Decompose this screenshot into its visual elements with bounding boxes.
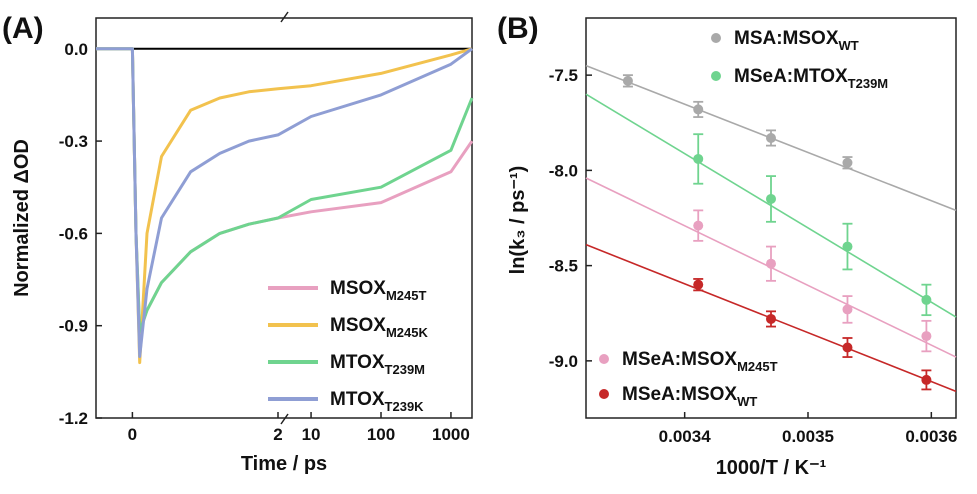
data-point-msea-mtox-t239m xyxy=(693,153,704,164)
y-tick-label: 0.0 xyxy=(64,40,88,59)
legend-marker xyxy=(599,354,609,364)
legend-item: MSOXM245K xyxy=(268,315,428,340)
legend-label: MSOXM245K xyxy=(330,315,428,340)
legend-subscript: M245K xyxy=(386,325,429,340)
series-line-mtox-t239k xyxy=(96,47,473,358)
data-point-msea-msox-m245t xyxy=(842,304,853,315)
panel-b: (B) -7.5 -8.0 -8.5 -9.0 0.0034 0.0035 0.0036 1… xyxy=(497,12,957,479)
legend-label: MSOXM245T xyxy=(330,278,426,303)
panel-a-ticks: 0.0 -0.3 -0.6 -0.9 -1.2 0 2 10 100 1000 xyxy=(59,40,470,444)
x-tick-label: 0 xyxy=(128,425,137,444)
axis-break xyxy=(280,11,289,425)
legend-item: MSOXM245T xyxy=(268,278,426,303)
y-tick-label: -8.0 xyxy=(549,161,578,180)
panel-a: (A) 0.0 -0.3 -0.6 -0.9 -1.2 0 2 10 100 1000 Time … xyxy=(2,11,474,475)
data-point-msea-msox-wt xyxy=(766,313,776,324)
legend-subscript: T239K xyxy=(385,399,425,414)
y-tick-label: -0.6 xyxy=(59,224,88,243)
legend-label: MSeA:MSOXM245T xyxy=(622,349,778,374)
legend-label: MSeA:MSOXWT xyxy=(622,384,757,409)
panel-a-x-title: Time / ps xyxy=(241,453,327,475)
data-point-msea-msox-m245t xyxy=(921,331,932,342)
x-tick-label: 0.0034 xyxy=(659,427,712,446)
legend-subscript: M245T xyxy=(737,359,778,374)
legend-item: MSeA:MTOXT239M xyxy=(711,66,888,91)
data-point-msea-msox-wt xyxy=(921,374,932,385)
x-tick-label: 2 xyxy=(273,425,282,444)
data-point-msea-msox-m245t xyxy=(693,220,704,231)
legend-item: MSA:MSOXWT xyxy=(711,28,859,53)
x-tick-label: 10 xyxy=(302,425,321,444)
legend-item: MTOXT239M xyxy=(268,352,425,377)
legend-subscript: T239M xyxy=(385,362,425,377)
panel-b-x-title: 1000/T / K⁻¹ xyxy=(716,457,827,479)
data-point-msa-msox-wt xyxy=(622,75,633,86)
panel-a-y-title: Normalized ΔOD xyxy=(11,139,33,297)
legend-marker xyxy=(711,33,721,43)
x-tick-label: 0.0035 xyxy=(782,427,834,446)
data-point-msa-msox-wt xyxy=(693,104,704,115)
x-tick-label: 1000 xyxy=(432,425,470,444)
panel-a-label: (A) xyxy=(2,12,44,45)
legend-subscript: T239M xyxy=(848,76,888,91)
break-mark-top xyxy=(280,11,289,23)
legend-subscript: M245T xyxy=(386,288,427,303)
panel-a-legend: MSOXM245T MSOXM245K MTOXT239M MTOXT239K xyxy=(268,278,428,414)
legend-marker xyxy=(711,71,721,81)
legend-subscript: WT xyxy=(839,38,859,53)
data-point-msea-msox-m245t xyxy=(766,258,776,269)
data-point-msa-msox-wt xyxy=(842,157,853,168)
data-point-msea-mtox-t239m xyxy=(842,241,853,252)
y-tick-label: -8.5 xyxy=(549,257,578,276)
y-tick-label: -0.3 xyxy=(59,132,88,151)
panel-b-series xyxy=(585,64,957,393)
y-tick-label: -9.0 xyxy=(549,352,578,371)
panel-b-frame xyxy=(585,17,957,419)
data-point-msea-mtox-t239m xyxy=(921,294,932,305)
data-point-msea-msox-wt xyxy=(693,279,704,290)
legend-label: MSA:MSOXWT xyxy=(734,28,859,53)
series-line-msox-m245k xyxy=(96,47,473,365)
legend-label: MTOXT239K xyxy=(330,389,424,414)
legend-label: MSeA:MTOXT239M xyxy=(734,66,888,91)
legend-label: MTOXT239M xyxy=(330,352,425,377)
legend-subscript: WT xyxy=(737,394,757,409)
break-mark-bottom xyxy=(280,413,289,425)
y-tick-label: -1.2 xyxy=(59,409,88,428)
legend-marker xyxy=(599,389,609,399)
data-point-msea-mtox-t239m xyxy=(766,193,776,204)
legend-item: MTOXT239K xyxy=(268,389,424,414)
legend-item: MSeA:MSOXWT xyxy=(599,384,757,409)
x-tick-label: 0.0036 xyxy=(905,427,957,446)
panel-b-ticks: -7.5 -8.0 -8.5 -9.0 0.0034 0.0035 0.0036 xyxy=(549,66,958,446)
y-tick-label: -0.9 xyxy=(59,317,88,336)
data-point-msa-msox-wt xyxy=(766,133,776,143)
legend-item: MSeA:MSOXM245T xyxy=(599,349,778,374)
y-tick-label: -7.5 xyxy=(549,66,578,85)
data-point-msea-msox-wt xyxy=(842,342,853,353)
panel-b-label: (B) xyxy=(497,12,539,45)
panel-a-series xyxy=(96,47,474,365)
panel-b-legend: MSA:MSOXWT MSeA:MTOXT239M MSeA:MSOXM245T MS… xyxy=(599,28,888,409)
x-tick-label: 100 xyxy=(367,425,395,444)
panel-b-y-title: ln(k₃ / ps⁻¹) xyxy=(507,166,529,275)
